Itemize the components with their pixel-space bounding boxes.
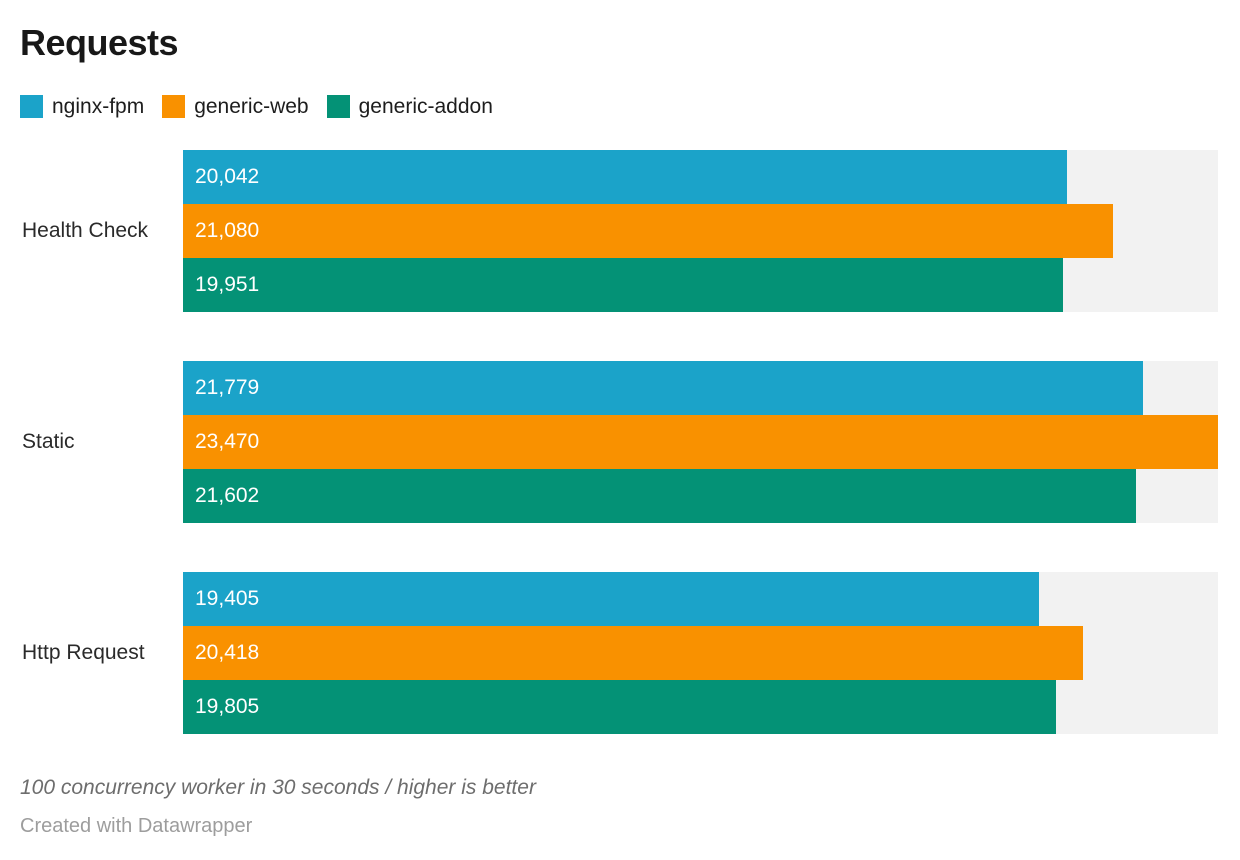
bars-container: 19,405 20,418 19,805 [183, 572, 1218, 734]
legend-swatch-generic-web [162, 94, 186, 118]
bar-track: 23,470 [183, 415, 1218, 469]
legend-label: generic-addon [358, 94, 493, 118]
bar-generic-addon: 19,951 [183, 258, 1063, 312]
bar-generic-addon: 21,602 [183, 469, 1136, 523]
bar-nginx-fpm: 21,779 [183, 361, 1144, 415]
bar-track: 21,779 [183, 361, 1218, 415]
plot-area: Health Check 20,042 21,080 19,951 Static 21,7… [0, 150, 1240, 734]
bar-value-label: 21,779 [195, 376, 260, 399]
bar-value-label: 21,080 [195, 219, 260, 242]
legend-label: nginx-fpm [52, 94, 145, 118]
legend-label: generic-web [194, 94, 309, 118]
bar-track: 20,042 [183, 150, 1218, 204]
bar-track: 20,418 [183, 626, 1218, 680]
legend-item-generic-web: generic-web [162, 94, 309, 118]
bar-value-label: 19,951 [195, 273, 260, 296]
bar-track: 19,405 [183, 572, 1218, 626]
legend-item-generic-addon: generic-addon [326, 94, 493, 118]
bar-value-label: 23,470 [195, 430, 260, 453]
bar-group-Health Check: Health Check 20,042 21,080 19,951 [0, 150, 1240, 312]
bar-nginx-fpm: 20,042 [183, 150, 1067, 204]
category-label: Http Request [22, 641, 145, 664]
bar-generic-web: 21,080 [183, 204, 1113, 258]
bar-track: 21,080 [183, 204, 1218, 258]
bar-value-label: 19,405 [195, 587, 260, 610]
bar-value-label: 19,805 [195, 695, 260, 718]
bars-container: 21,779 23,470 21,602 [183, 361, 1218, 523]
attribution: Created with Datawrapper [20, 815, 253, 837]
bars-container: 20,042 21,080 19,951 [183, 150, 1218, 312]
bar-generic-web: 23,470 [183, 415, 1218, 469]
category-label: Static [22, 430, 75, 453]
bar-track: 21,602 [183, 469, 1218, 523]
legend-item-nginx-fpm: nginx-fpm [20, 94, 145, 118]
chart-title: Requests [20, 22, 179, 63]
bar-group-Static: Static 21,779 23,470 21,602 [0, 361, 1240, 523]
legend-swatch-nginx-fpm [20, 94, 43, 118]
bar-value-label: 20,418 [195, 641, 260, 664]
bar-value-label: 21,602 [195, 484, 260, 507]
bar-track: 19,951 [183, 258, 1218, 312]
legend-swatch-generic-addon [326, 94, 350, 118]
bar-track: 19,805 [183, 680, 1218, 734]
bar-value-label: 20,042 [195, 165, 260, 188]
bar-generic-web: 20,418 [183, 626, 1084, 680]
bar-generic-addon: 19,805 [183, 680, 1057, 734]
footer-note: 100 concurrency worker in 30 seconds / h… [20, 776, 536, 799]
category-label: Health Check [22, 219, 149, 242]
bar-nginx-fpm: 19,405 [183, 572, 1039, 626]
bar-group-Http Request: Http Request 19,405 20,418 19,805 [0, 572, 1240, 734]
legend: nginx-fpm generic-web generic-addon [20, 94, 493, 118]
